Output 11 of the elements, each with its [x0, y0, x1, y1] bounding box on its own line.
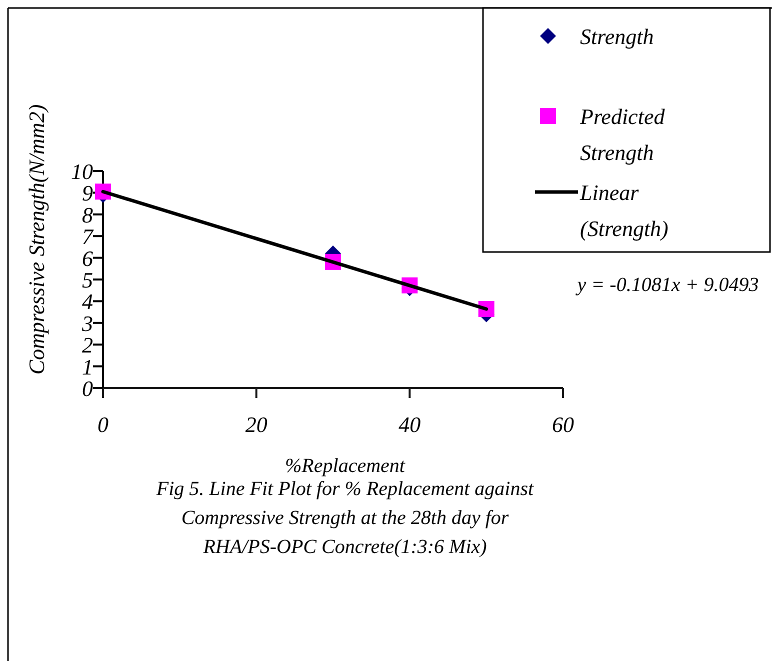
x-tick-label: 60 — [552, 412, 574, 437]
caption: Fig 5. Line Fit Plot for % Replacement against Compressive Strength at the 28th day for RHA/PS-OPC Concrete(1:3:6 Mix) — [155, 478, 534, 558]
legend-label: Predicted Strength — [579, 104, 666, 165]
y-axis-title: Compressive Strength(N/mm2) — [24, 104, 49, 375]
x-tick-label: 0 — [98, 412, 108, 437]
text: y = -0.1081x + 9.0493 — [575, 274, 759, 296]
legend-label: Linear (Strength) — [579, 180, 668, 241]
x-tick-label: 20 — [245, 412, 268, 437]
x-tick-label: 40 — [398, 412, 421, 437]
legend-label: Strength — [580, 24, 654, 49]
x-axis-title: %Replacement — [285, 455, 406, 477]
